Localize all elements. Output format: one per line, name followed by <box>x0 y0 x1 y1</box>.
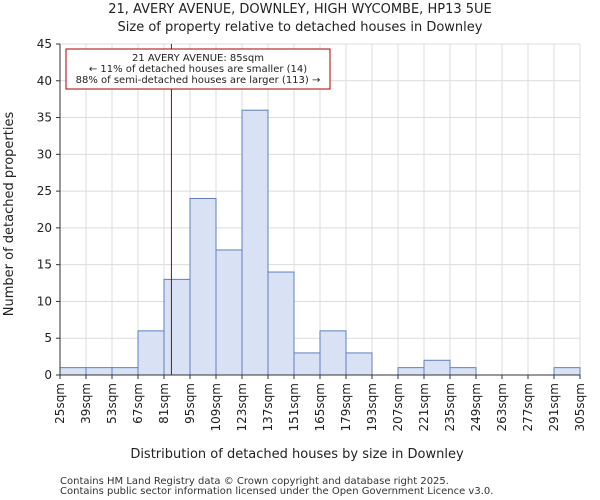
x-tick-label: 53sqm <box>105 383 119 424</box>
x-tick-label: 291sqm <box>547 383 561 431</box>
histogram-bar <box>553 367 581 376</box>
annotation-box: 21 AVERY AVENUE: 85sqm ← 11% of detached… <box>65 48 331 90</box>
histogram-bar <box>59 367 87 376</box>
footer-line-2: Contains public sector information licen… <box>60 486 493 497</box>
x-tick-label: 207sqm <box>391 383 405 431</box>
chart-title: 21, AVERY AVENUE, DOWNLEY, HIGH WYCOMBE,… <box>108 2 492 17</box>
y-tick-label: 0 <box>44 368 52 382</box>
annotation-line-2: ← 11% of detached houses are smaller (14… <box>89 64 307 75</box>
histogram-bar <box>111 367 139 376</box>
histogram-bar <box>319 330 347 376</box>
histogram-bar <box>293 352 321 376</box>
x-axis-title: Distribution of detached houses by size … <box>130 447 464 462</box>
chart-subtitle: Size of property relative to detached ho… <box>118 20 483 35</box>
y-axis-title: Number of detached properties <box>2 112 17 317</box>
x-tick-label: 235sqm <box>443 383 457 431</box>
x-tick-label: 263sqm <box>495 383 509 431</box>
histogram-bar <box>345 352 373 376</box>
x-tick-label: 109sqm <box>209 383 223 431</box>
x-tick-label: 137sqm <box>261 383 275 431</box>
annotation-frame <box>65 48 331 90</box>
y-tick-label: 25 <box>37 184 52 198</box>
annotation-line-1: 21 AVERY AVENUE: 85sqm <box>132 53 264 64</box>
x-tick-label: 165sqm <box>313 383 327 431</box>
x-tick-label: 305sqm <box>573 383 587 431</box>
histogram-bar <box>215 249 243 376</box>
histogram-bar <box>397 367 425 376</box>
histogram-bar <box>241 109 269 376</box>
y-tick-label: 40 <box>37 74 52 88</box>
histogram-bar <box>85 367 113 376</box>
histogram-bar <box>137 330 165 376</box>
bars <box>59 109 581 376</box>
x-tick-label: 151sqm <box>287 383 301 431</box>
y-tick-label: 10 <box>37 294 52 308</box>
x-tick-label: 39sqm <box>79 383 93 424</box>
x-tick-label: 179sqm <box>339 383 353 431</box>
histogram-bar <box>449 367 477 376</box>
histogram-bar <box>189 197 217 376</box>
histogram-bar <box>163 278 191 376</box>
x-tick-label: 277sqm <box>521 383 535 431</box>
y-tick-label: 15 <box>37 258 52 272</box>
y-tick-label: 45 <box>37 37 52 51</box>
y-tick-label: 20 <box>37 221 52 235</box>
x-tick-label: 249sqm <box>469 383 483 431</box>
y-tick-label: 5 <box>44 331 52 345</box>
annotation-line-3: 88% of semi-detached houses are larger (… <box>76 75 321 86</box>
histogram-bar <box>423 359 451 376</box>
x-tick-label: 221sqm <box>417 383 431 431</box>
y-tick-label: 30 <box>37 147 52 161</box>
footer-line-1: Contains HM Land Registry data © Crown c… <box>60 476 449 487</box>
x-tick-label: 81sqm <box>157 383 171 424</box>
grid-lines <box>59 43 581 376</box>
y-tick-labels: 0 5 10 15 20 25 30 35 40 45 <box>37 37 60 382</box>
x-tick-label: 67sqm <box>131 383 145 424</box>
x-tick-label: 123sqm <box>235 383 249 431</box>
x-tick-labels: 25sqm 39sqm 53sqm 67sqm 81sqm 95sqm 109sqm 123s… <box>53 375 587 431</box>
y-tick-label: 35 <box>37 111 52 125</box>
x-tick-label: 193sqm <box>365 383 379 431</box>
x-tick-label: 25sqm <box>53 383 67 424</box>
histogram-bar <box>267 271 295 376</box>
x-tick-label: 95sqm <box>183 383 197 424</box>
